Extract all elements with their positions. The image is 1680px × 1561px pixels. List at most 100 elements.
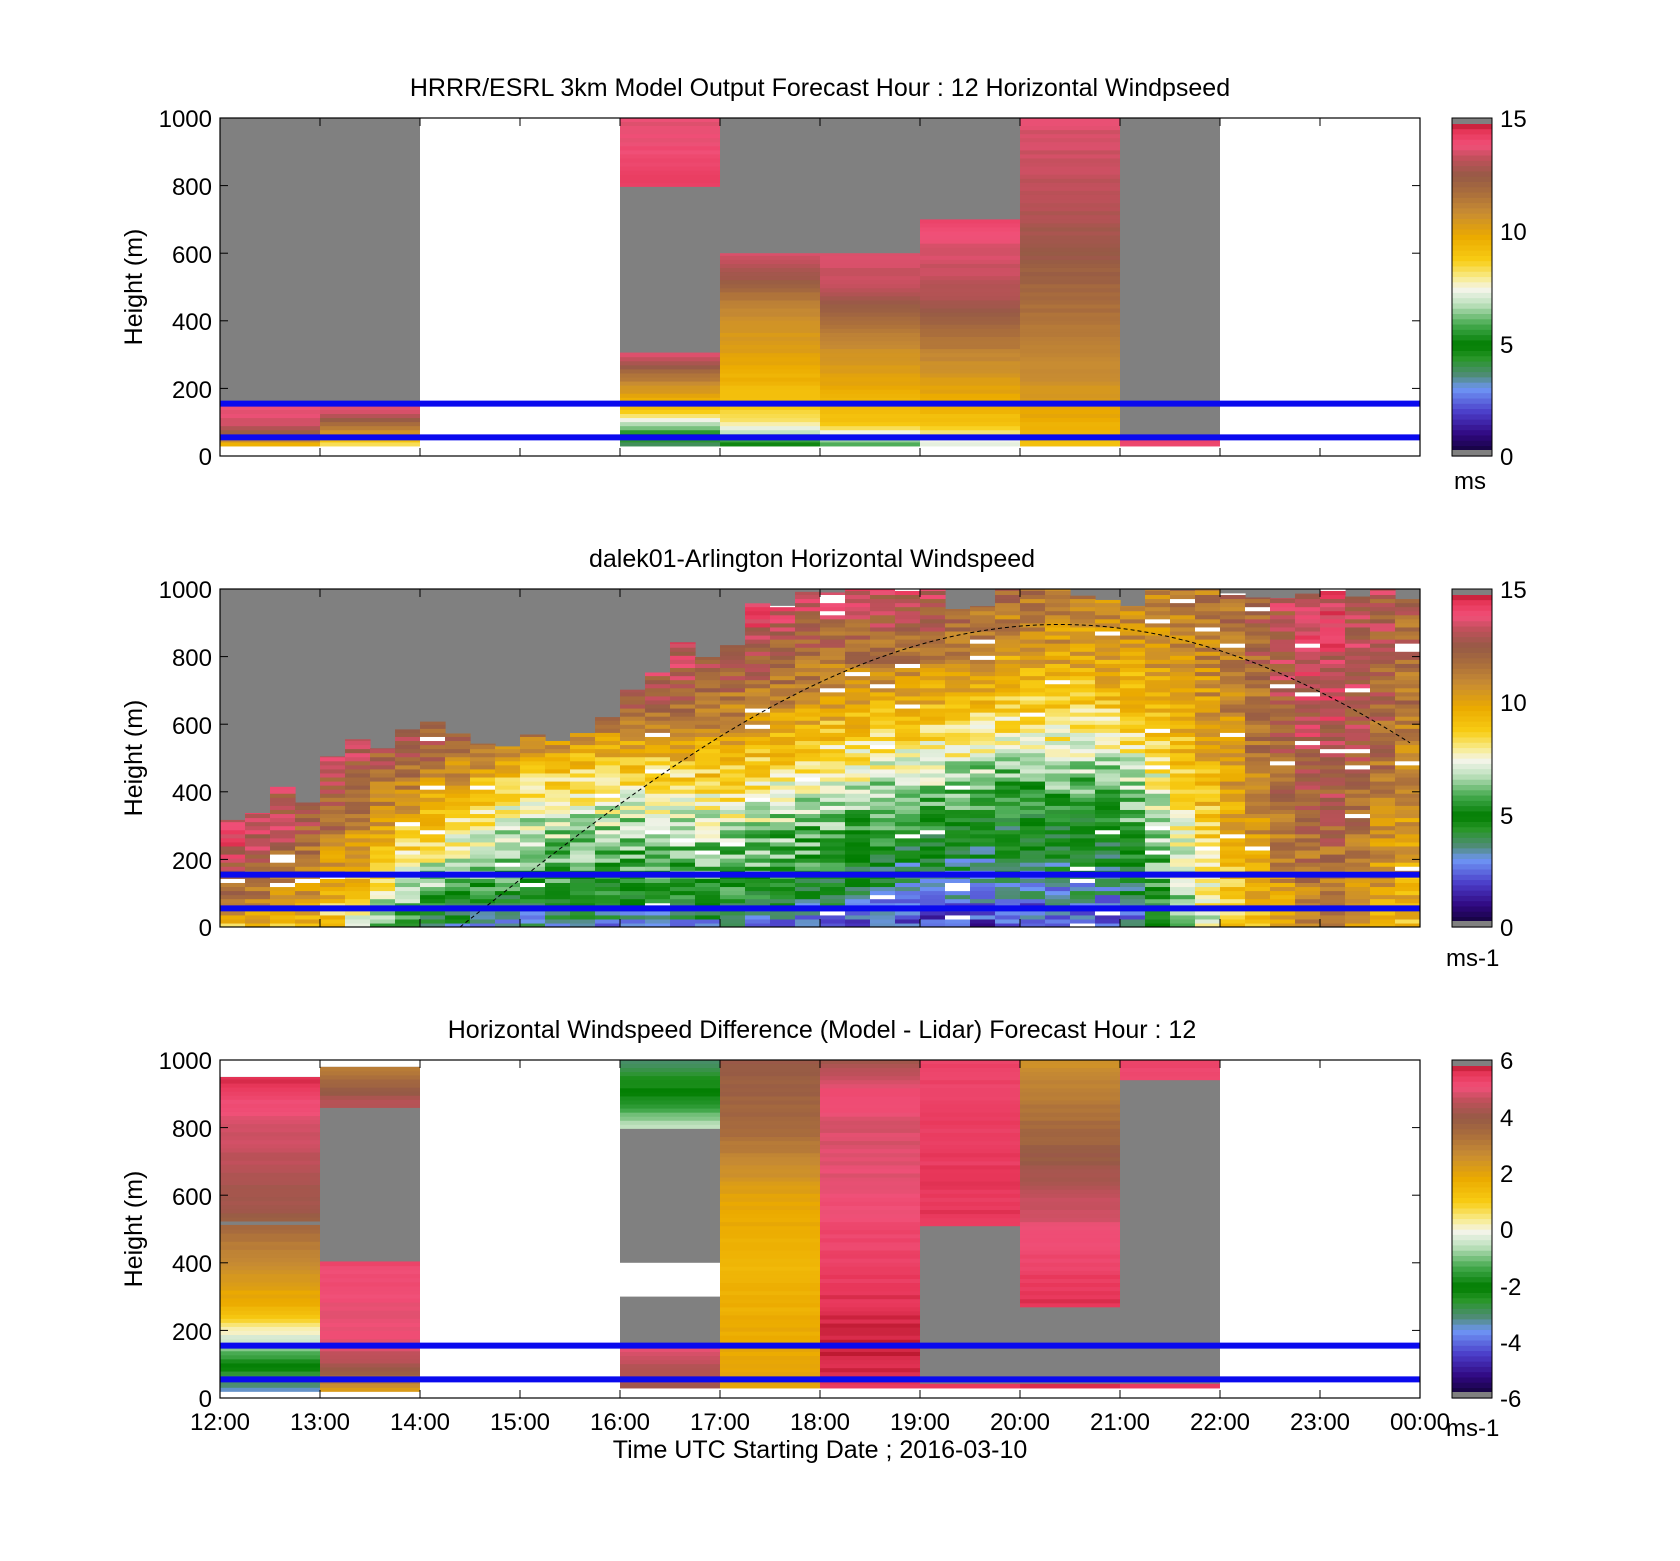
heatmap-cell — [370, 748, 396, 754]
heatmap-cell — [1195, 744, 1221, 750]
heatmap-cell — [345, 739, 371, 742]
heatmap-cell — [745, 724, 771, 729]
heatmap-cell — [1195, 740, 1221, 746]
colorbar-swatch — [1452, 779, 1492, 786]
heatmap-cell — [1220, 606, 1246, 612]
heatmap-cell — [395, 768, 421, 774]
heatmap-cell — [1045, 780, 1071, 786]
heatmap-cell — [720, 744, 746, 750]
colorbar-swatch — [1452, 323, 1492, 330]
heatmap-cell — [795, 740, 821, 746]
heatmap-cell — [1020, 1286, 1120, 1292]
heatmap-cell — [970, 744, 996, 750]
heatmap-cell — [1070, 841, 1096, 847]
heatmap-cell — [1345, 760, 1371, 766]
heatmap-cell — [1020, 182, 1120, 187]
heatmap-cell — [1020, 1083, 1120, 1089]
heatmap-cell — [470, 882, 496, 888]
heatmap-cell — [1320, 626, 1346, 632]
heatmap-cell — [870, 829, 896, 835]
heatmap-cell — [995, 634, 1021, 640]
heatmap-cell — [520, 858, 546, 863]
heatmap-cell — [420, 821, 446, 827]
heatmap-cell — [745, 817, 771, 823]
heatmap-cell — [945, 793, 971, 798]
panel2-y-tick: 200 — [172, 848, 212, 875]
heatmap-cell — [445, 764, 471, 770]
colorbar-swatch — [1452, 271, 1492, 278]
heatmap-cell — [495, 837, 521, 843]
heatmap-cell — [645, 712, 671, 717]
heatmap-cell — [320, 1099, 420, 1104]
heatmap-cell — [820, 1217, 920, 1223]
heatmap-cell — [470, 886, 496, 892]
heatmap-cell — [720, 736, 746, 742]
colorbar-swatch — [1452, 260, 1492, 267]
heatmap-cell — [870, 647, 896, 652]
heatmap-cell — [620, 1120, 720, 1125]
heatmap-cell — [870, 833, 896, 839]
heatmap-cell — [320, 1318, 420, 1323]
heatmap-cell — [945, 894, 971, 900]
heatmap-cell — [1095, 695, 1121, 701]
heatmap-cell — [1220, 849, 1246, 855]
heatmap-cell — [895, 837, 921, 843]
heatmap-cell — [845, 687, 871, 693]
heatmap-cell — [720, 344, 820, 350]
panel2-y-tick: 600 — [172, 713, 212, 740]
panel2-x-ticks — [219, 588, 1421, 928]
heatmap-cell — [945, 902, 971, 908]
heatmap-cell — [370, 793, 396, 798]
heatmap-cell — [920, 299, 1020, 305]
heatmap-cell — [920, 1128, 1020, 1133]
heatmap-cell — [495, 841, 521, 847]
heatmap-cell — [620, 1371, 720, 1377]
heatmap-cell — [670, 817, 696, 823]
heatmap-cell — [1095, 764, 1121, 770]
heatmap-cell — [795, 707, 821, 713]
heatmap-cell — [1120, 675, 1146, 681]
heatmap-cell — [1320, 760, 1346, 766]
heatmap-cell — [920, 243, 1020, 248]
heatmap-cell — [845, 748, 871, 754]
heatmap-cell — [870, 910, 896, 916]
heatmap-cell — [1245, 740, 1271, 746]
heatmap-cell — [720, 267, 820, 273]
colorbar-swatch — [1452, 1086, 1492, 1093]
heatmap-cell — [270, 922, 296, 927]
heatmap-cell — [320, 1370, 420, 1376]
heatmap-cell — [795, 626, 821, 632]
heatmap-cell — [1170, 797, 1196, 802]
heatmap-cell — [920, 671, 946, 677]
heatmap-cell — [570, 858, 596, 863]
heatmap-cell — [1295, 882, 1321, 888]
heatmap-cell — [445, 748, 471, 754]
heatmap-cell — [470, 918, 496, 924]
heatmap-cell — [1270, 858, 1296, 863]
heatmap-cell — [1045, 663, 1071, 669]
heatmap-cell — [1170, 622, 1196, 628]
heatmap-cell — [695, 736, 721, 742]
heatmap-cell — [1195, 849, 1221, 855]
heatmap-cell — [1020, 328, 1120, 333]
heatmap-cell — [1395, 890, 1420, 896]
heatmap-cell — [820, 1290, 920, 1296]
heatmap-cell — [845, 699, 871, 705]
heatmap-cell — [745, 914, 771, 920]
heatmap-cell — [1370, 703, 1396, 709]
heatmap-cell — [1195, 785, 1221, 790]
heatmap-cell — [1170, 918, 1196, 924]
heatmap-cell — [745, 862, 771, 867]
heatmap-cell — [920, 279, 1020, 285]
heatmap-cell — [720, 376, 820, 382]
heatmap-cell — [1020, 639, 1046, 644]
heatmap-cell — [1345, 659, 1371, 664]
colorbar-swatch — [1452, 1165, 1492, 1172]
heatmap-cell — [220, 910, 246, 916]
heatmap-cell — [420, 882, 446, 888]
heatmap-cell — [870, 675, 896, 681]
heatmap-cell — [370, 809, 396, 815]
heatmap-cell — [620, 1095, 720, 1101]
heatmap-cell — [1070, 845, 1096, 851]
heatmap-cell — [270, 902, 296, 908]
